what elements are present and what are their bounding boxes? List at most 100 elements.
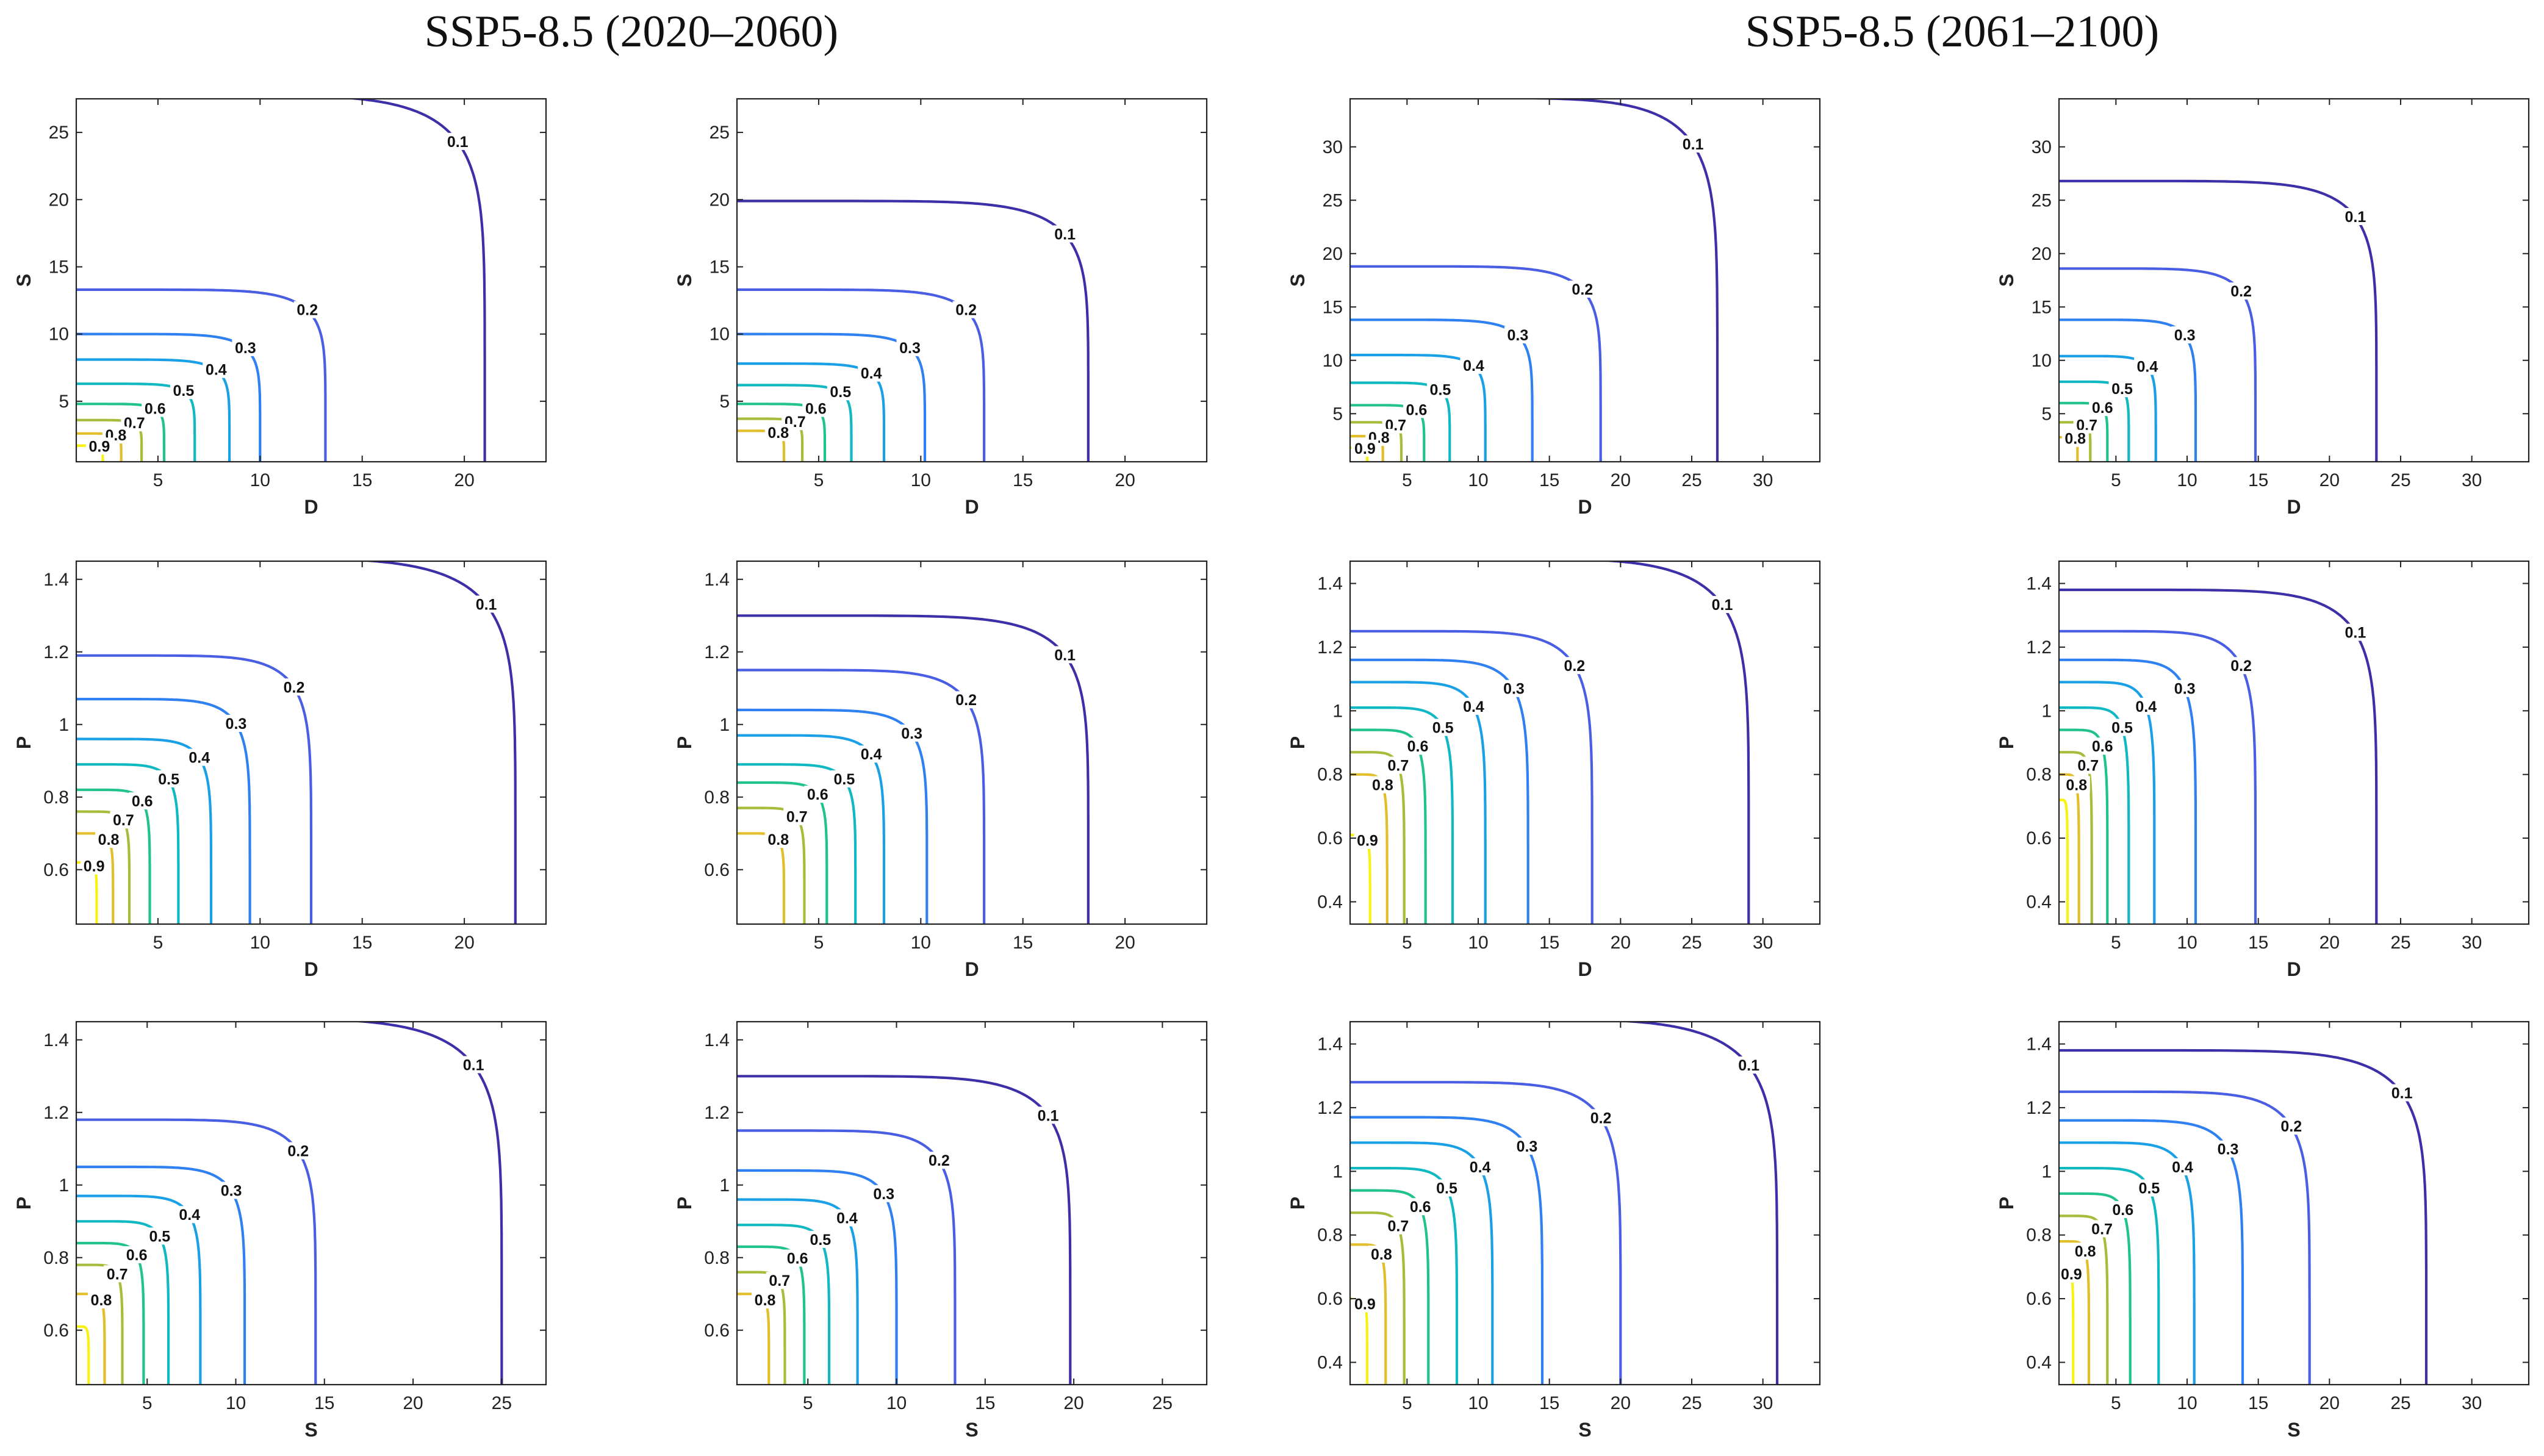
contour-label-0.6: 0.6 — [132, 793, 153, 810]
x-tick-label: 15 — [1539, 1393, 1559, 1413]
x-tick-label: 30 — [1753, 470, 1773, 490]
y-tick-label: 0.4 — [1317, 1352, 1343, 1372]
contour-label-0.2: 0.2 — [284, 679, 305, 696]
y-tick-label: 1.2 — [43, 1103, 69, 1123]
contour-line-0.2 — [76, 654, 313, 924]
contour-label-bg — [784, 1249, 811, 1267]
y-tick-label: 1 — [2041, 1161, 2052, 1182]
contour-label-bg — [1351, 439, 1379, 457]
x-tick-label: 25 — [2390, 933, 2410, 953]
contour-label-0.8: 0.8 — [755, 1292, 776, 1309]
y-tick-label: 0.6 — [2026, 1289, 2052, 1309]
contour-label-0.3: 0.3 — [221, 1182, 242, 1199]
contour-label-0.1: 0.1 — [2345, 625, 2366, 642]
y-tick-label: 1.4 — [2026, 1035, 2052, 1055]
contour-label-0.3: 0.3 — [1507, 327, 1529, 344]
contour-label-0.7: 0.7 — [2091, 1221, 2113, 1238]
contour-line-0.9 — [2059, 1265, 2075, 1385]
y-tick-label: 5 — [1332, 404, 1343, 424]
contour-label-bg — [1587, 1109, 1615, 1127]
x-tick-label: 25 — [492, 1393, 512, 1413]
contour-line-0.6 — [1350, 728, 1427, 924]
contour-label-0.2: 0.2 — [296, 302, 318, 319]
contour-label-0.6: 0.6 — [805, 400, 827, 417]
y-tick-label: 30 — [2032, 137, 2052, 157]
contour-label-0.2: 0.2 — [955, 302, 977, 319]
y-tick-label: 15 — [2032, 297, 2052, 317]
x-axis-label: D — [304, 496, 318, 518]
contour-label-0.8: 0.8 — [767, 831, 789, 848]
contour-line-0.1 — [2059, 1049, 2428, 1385]
contour-label-bg — [218, 1182, 245, 1199]
plot-area: 0.10.20.30.40.50.60.70.80.9 — [1350, 99, 1719, 462]
contour-label-bg — [2074, 756, 2102, 774]
x-tick-label: 20 — [2319, 470, 2340, 490]
x-tick-label: 5 — [814, 933, 824, 953]
contour-label-0.4: 0.4 — [189, 750, 210, 767]
contour-label-bg — [1429, 719, 1457, 736]
chart-panel-row2-col1: 0.1 0.2 0.3 0.4 0.5 0.6 0.7 0.8 0.9 5 10 15 20 0.6 0.8… — [13, 560, 547, 980]
contour-label-0.1: 0.1 — [447, 134, 469, 151]
plot-frame — [2058, 1020, 2530, 1386]
contour-line-0.9 — [2059, 798, 2069, 924]
x-axis-label: D — [965, 496, 979, 518]
contour-label-0.9: 0.9 — [1354, 1296, 1376, 1313]
contour-label-bg — [1368, 1246, 1395, 1263]
contour-label-0.3: 0.3 — [899, 340, 921, 357]
x-tick-label: 30 — [2462, 1393, 2482, 1413]
chart-panel-row2-col4: 0.10.20.30.40.50.60.70.85 10 15 20 25 300.40.… — [1996, 560, 2530, 980]
contour-label-bg — [2341, 207, 2369, 225]
plot-area: 0.10.20.30.40.50.60.70.8 — [2059, 588, 2378, 924]
y-tick-label: 0.8 — [2026, 1225, 2052, 1246]
contour-label-bg — [170, 382, 197, 400]
contour-label-0.5: 0.5 — [833, 771, 855, 788]
y-tick-label: 25 — [710, 123, 730, 143]
y-tick-label: 1 — [59, 1175, 69, 1196]
contour-label-bg — [2227, 282, 2255, 300]
contour-label-0.4: 0.4 — [206, 362, 227, 379]
contour-label-bg — [444, 132, 472, 150]
y-tick-label: 0.6 — [1317, 1289, 1343, 1309]
contour-label-bg — [222, 714, 250, 732]
x-axis-label: D — [1578, 496, 1592, 518]
contour-line-0.4 — [76, 737, 213, 924]
x-tick-label: 25 — [2390, 470, 2410, 490]
contour-label-bg — [1426, 381, 1454, 398]
contour-label-0.4: 0.4 — [1463, 357, 1484, 375]
y-tick-label: 10 — [710, 325, 730, 345]
contour-label-0.6: 0.6 — [2092, 738, 2113, 755]
plot-frame — [75, 98, 547, 463]
y-tick-label: 0.4 — [2026, 1352, 2052, 1372]
y-tick-label: 20 — [2032, 244, 2052, 264]
x-tick-label: 30 — [2462, 933, 2482, 953]
contour-label-bg — [827, 383, 854, 401]
x-tick-label: 20 — [2319, 1393, 2340, 1413]
x-tick-label: 5 — [2111, 1393, 2121, 1413]
contour-label-0.3: 0.3 — [1517, 1138, 1538, 1155]
x-tick-label: 20 — [2319, 933, 2340, 953]
contour-label-bg — [1035, 1106, 1062, 1124]
contour-label-bg — [833, 1209, 861, 1227]
contour-label-bg — [185, 748, 213, 766]
contour-label-bg — [752, 1291, 779, 1309]
contour-label-bg — [2132, 697, 2160, 715]
x-tick-label: 15 — [2248, 470, 2268, 490]
contour-label-0.1: 0.1 — [1738, 1057, 1759, 1074]
contour-line-0.7 — [737, 1271, 786, 1385]
contour-label-0.1: 0.1 — [1054, 226, 1076, 243]
plot-frame — [2058, 560, 2530, 925]
x-axis-label: D — [965, 958, 979, 980]
x-tick-label: 5 — [1402, 933, 1412, 953]
contour-label-0.2: 0.2 — [1564, 658, 1585, 675]
contour-label-0.3: 0.3 — [901, 725, 922, 742]
y-tick-label: 5 — [719, 392, 730, 412]
chart-panel-row2-col2: 0.1 0.2 0.3 0.4 0.5 0.6 0.7 0.8 5 10 15 20 0.6 0.8 1 1.… — [674, 560, 1208, 980]
contour-line-0.2 — [1350, 1081, 1622, 1385]
y-tick-label: 15 — [49, 257, 69, 277]
plot-frame — [75, 1020, 547, 1386]
plot-area: 0.10.20.30.40.50.60.70.8 — [2059, 179, 2378, 462]
y-tick-label: 0.4 — [1317, 892, 1343, 912]
x-tick-label: 5 — [153, 470, 163, 490]
plot-frame — [736, 560, 1208, 925]
y-tick-label: 0.8 — [2026, 765, 2052, 785]
